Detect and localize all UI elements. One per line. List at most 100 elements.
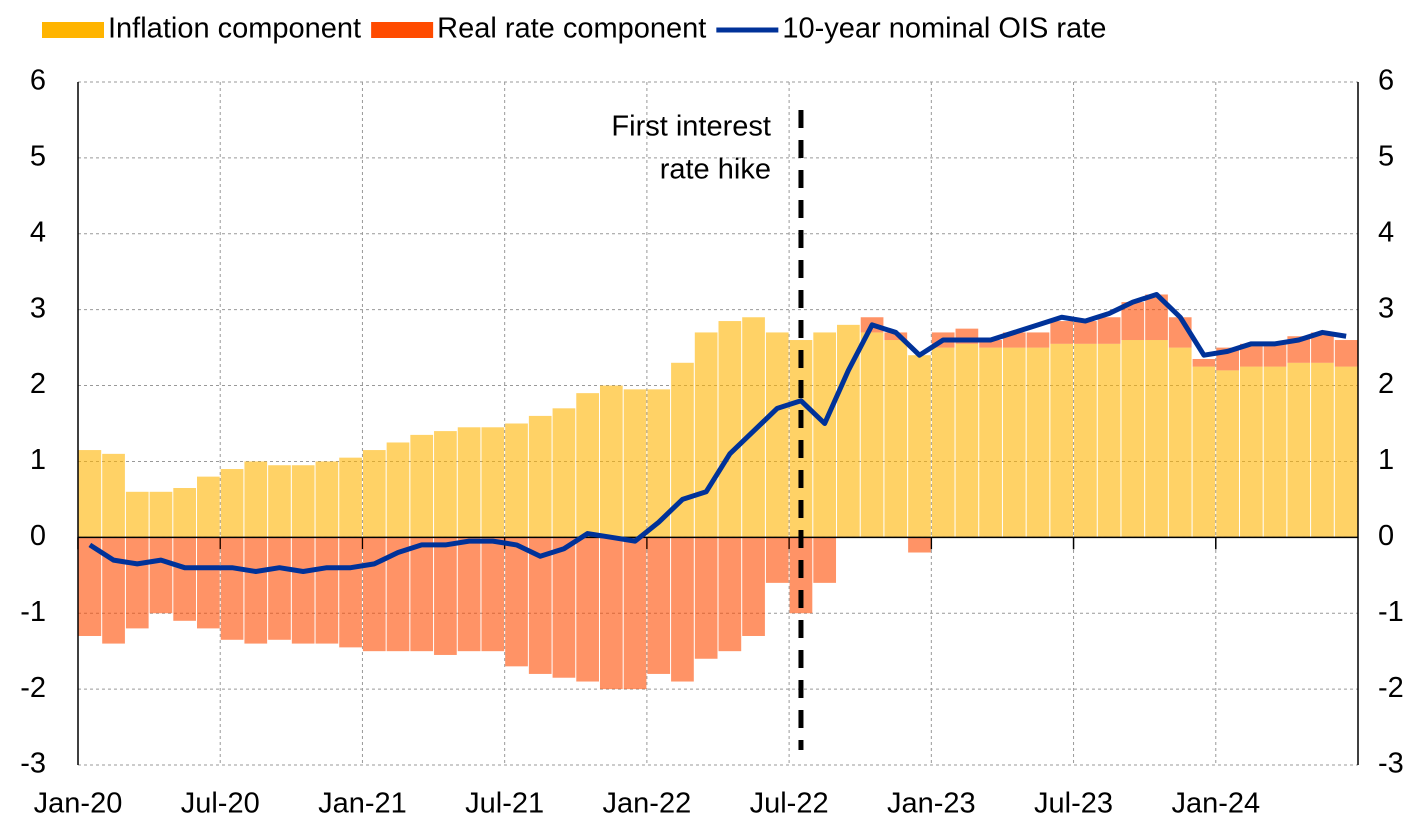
bar xyxy=(647,537,671,674)
bar xyxy=(552,537,576,678)
bar xyxy=(718,321,742,538)
bar xyxy=(671,537,694,682)
x-tick-label: Jul-21 xyxy=(465,788,544,820)
bar xyxy=(386,537,410,652)
bar xyxy=(125,537,149,629)
bar xyxy=(1121,340,1145,538)
bar xyxy=(457,427,481,538)
bar xyxy=(813,332,837,538)
y-tick-label: 5 xyxy=(30,141,46,173)
y2-tick-label: 6 xyxy=(1378,65,1394,97)
bar xyxy=(102,537,125,644)
bar xyxy=(149,537,173,614)
y2-tick-label: 0 xyxy=(1378,520,1394,552)
bar xyxy=(197,537,220,629)
bar xyxy=(244,461,268,538)
line-series xyxy=(88,291,1347,574)
y-tick-label: 3 xyxy=(30,292,46,324)
bar xyxy=(410,537,434,652)
y2-tick-label: 3 xyxy=(1378,292,1394,324)
bar xyxy=(1192,358,1216,367)
bar xyxy=(1263,366,1287,538)
y2-tick-label: -3 xyxy=(1378,748,1404,780)
x-tick-label: Jan-23 xyxy=(887,788,976,820)
bar xyxy=(528,537,552,674)
annotation-text: First interest xyxy=(611,111,771,143)
bar xyxy=(1239,343,1263,367)
bar xyxy=(1334,366,1358,538)
bar xyxy=(268,465,291,538)
bar xyxy=(623,389,647,538)
bar xyxy=(1239,366,1263,538)
bar xyxy=(1168,347,1192,538)
bar xyxy=(505,423,528,538)
bar xyxy=(955,343,979,538)
bar xyxy=(623,537,647,690)
y2-tick-label: -1 xyxy=(1378,596,1404,628)
bar xyxy=(1097,317,1121,344)
x-tick-label: Jan-20 xyxy=(34,788,123,820)
bar xyxy=(742,537,765,636)
bar xyxy=(884,332,908,341)
bar xyxy=(718,537,742,652)
bar xyxy=(197,476,220,538)
y-tick-label: -2 xyxy=(20,672,46,704)
bar xyxy=(765,537,789,583)
bar xyxy=(386,442,410,538)
bar xyxy=(1002,347,1026,538)
bar xyxy=(173,537,197,621)
bar xyxy=(362,537,386,652)
bar xyxy=(102,453,125,538)
bar xyxy=(671,362,694,538)
bar xyxy=(1074,321,1097,344)
bar xyxy=(1263,343,1287,367)
bar xyxy=(434,431,457,538)
legend-swatch xyxy=(42,22,104,38)
bar xyxy=(481,427,505,538)
bar xyxy=(268,537,291,640)
bar xyxy=(78,450,102,538)
bar xyxy=(908,355,931,538)
x-tick-label: Jul-20 xyxy=(181,788,260,820)
bar xyxy=(789,340,813,538)
bar xyxy=(457,537,481,652)
bar xyxy=(1074,343,1097,538)
bar xyxy=(339,537,362,648)
y-tick-label: -1 xyxy=(20,596,46,628)
bar xyxy=(552,408,576,538)
y2-tick-label: 1 xyxy=(1378,444,1394,476)
bar xyxy=(742,317,765,538)
annotation-text: rate hike xyxy=(660,154,771,186)
y2-tick-label: 4 xyxy=(1378,216,1394,248)
bar xyxy=(315,461,339,538)
y-tick-label: 6 xyxy=(30,65,46,97)
y2-tick-label: 2 xyxy=(1378,368,1394,400)
bar xyxy=(220,469,244,538)
bar xyxy=(78,537,102,636)
bar xyxy=(576,537,599,682)
legend-label: Inflation component xyxy=(108,13,361,45)
bar xyxy=(1145,340,1168,538)
bar xyxy=(244,537,268,644)
bar xyxy=(647,389,671,538)
bar xyxy=(599,385,623,538)
y2-tick-label: -2 xyxy=(1378,672,1404,704)
bar xyxy=(505,537,528,667)
bar xyxy=(765,332,789,538)
y-tick-label: 1 xyxy=(30,444,46,476)
bar xyxy=(1050,321,1074,344)
bar xyxy=(860,332,884,538)
bar xyxy=(434,537,457,655)
bar xyxy=(362,450,386,538)
bar xyxy=(1026,332,1050,348)
bar xyxy=(1311,362,1334,538)
bar xyxy=(1216,370,1239,538)
bar xyxy=(694,537,718,659)
y-tick-label: -3 xyxy=(20,748,46,780)
legend-label: Real rate component xyxy=(437,13,706,45)
x-tick-label: Jan-22 xyxy=(603,788,692,820)
x-tick-label: Jan-21 xyxy=(318,788,407,820)
bar xyxy=(1121,302,1145,341)
y2-tick-label: 5 xyxy=(1378,141,1394,173)
